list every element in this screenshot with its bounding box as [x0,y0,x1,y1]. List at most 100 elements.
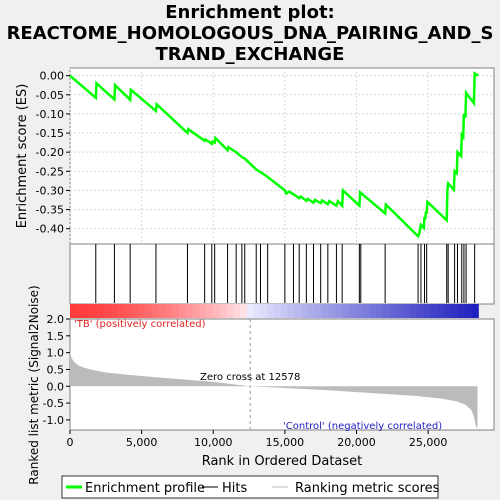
x-tick-label: 5,000 [126,436,158,449]
colorbar-segment [172,304,180,318]
es-y-tick-label: -0.40 [36,223,64,236]
legend-enrichment: Enrichment profile [85,481,205,496]
colorbar-segment [90,304,98,318]
colorbar-segment [83,304,92,318]
metric-y-tick-label: 1.5 [47,330,65,343]
colorbar-segment [151,304,160,318]
title-line-1: Enrichment plot: [165,2,335,23]
x-axis-label: Rank in Ordered Dataset [202,454,363,469]
x-tick-label: 20,000 [337,436,376,449]
colorbar-segment [158,304,166,318]
legend-hits: Hits [222,481,247,496]
colorbar-segment [219,304,228,318]
chart-title: Enrichment plot: REACTOME_HOMOLOGOUS_DNA… [0,2,500,65]
zero-cross-label: Zero cross at 12578 [200,372,300,383]
colorbar-segment [233,304,241,318]
title-line-2: REACTOME_HOMOLOGOUS_DNA_PAIRING_AND_S [6,23,494,44]
es-y-tick-label: -0.10 [36,108,64,121]
x-tick-label: 10,000 [194,436,233,449]
colorbar-segment [417,304,425,318]
colorbar-segment [165,304,173,318]
colorbar-segment [471,304,479,318]
metric-y-axis-label: Ranked list metric (Signal2Noise) [27,285,41,484]
colorbar-segment [206,304,214,318]
colorbar-segment [185,304,194,318]
es-y-tick-label: -0.15 [36,127,64,140]
colorbar-segment [192,304,200,318]
colorbar-segment [124,304,132,318]
colorbar-segment [369,304,377,318]
title-line-3: TRAND_EXCHANGE [155,44,345,65]
colorbar-segment [308,304,316,318]
colorbar-segment [328,304,336,318]
colorbar-segment [260,304,268,318]
colorbar-segment [430,304,439,318]
es-y-tick-label: -0.20 [36,146,64,159]
colorbar-segment [314,304,323,318]
colorbar-segment [389,304,398,318]
es-y-tick-label: -0.35 [36,204,64,217]
metric-area [70,351,478,429]
colorbar-segment [178,304,187,318]
es-y-axis-label: Enrichment score (ES) [15,84,30,229]
hits-panel [69,243,495,305]
colorbar-segment [97,304,105,318]
x-tick-label: 25,000 [409,436,448,449]
metric-y-tick-label: -0.5 [43,397,64,410]
metric-y-tick-label: 0.0 [47,380,65,393]
colorbar-segment [280,304,289,318]
colorbar-segment [321,304,330,318]
colorbar-segment [294,304,302,318]
x-tick-label: 0 [67,436,74,449]
colorbar-segment [335,304,343,318]
colorbar-segment [240,304,248,318]
es-y-tick-label: -0.05 [36,89,64,102]
colorbar-segment [396,304,404,318]
es-y-tick-label: 0.00 [40,70,65,83]
colorbar-segment [362,304,370,318]
colorbar-segment [437,304,445,318]
legend: Enrichment profile Hits Ranking metric s… [61,475,440,499]
colorbar-segment [199,304,207,318]
legend-metric: Ranking metric scores [295,481,440,496]
colorbar-segment [117,304,126,318]
negative-label: 'Control' (negatively correlated) [283,421,442,432]
colorbar-segment [76,304,85,318]
colorbar-segment [382,304,391,318]
colorbar-segment [104,304,112,318]
colorbar-segment [287,304,296,318]
positive-label: 'TB' (positively correlated) [74,319,206,330]
metric-y-tick-label: -1.0 [43,414,64,427]
colorbar-segment [410,304,418,318]
colorbar-segment [376,304,384,318]
colorbar-segment [131,304,139,318]
colorbar-segment [355,304,364,318]
colorbar-segment [423,304,432,318]
colorbar-segment [444,304,452,318]
colorbar-segment [144,304,153,318]
colorbar-segment [246,304,255,318]
colorbar-segment [451,304,459,318]
colorbar-segment [301,304,309,318]
colorbar-segment [70,304,78,318]
colorbar-segment [110,304,119,318]
colorbar-segment [403,304,411,318]
colorbar-segment [253,304,262,318]
metric-y-tick-label: 1.0 [47,347,65,360]
colorbar-segment [348,304,357,318]
metric-y-tick-label: 2.0 [47,313,65,326]
colorbar-segment [464,304,473,318]
colorbar-segment [212,304,221,318]
metric-y-tick-label: 0.5 [47,363,65,376]
es-y-tick-label: -0.25 [36,165,64,178]
colorbar-segment [274,304,282,318]
x-tick-label: 15,000 [266,436,305,449]
enrichment-profile-line [69,71,479,239]
colorbar-segment [267,304,275,318]
colorbar-segment [138,304,146,318]
colorbar-segment [457,304,466,318]
colorbar-segment [342,304,350,318]
colorbar-segment [226,304,234,318]
es-y-tick-label: -0.30 [36,184,64,197]
